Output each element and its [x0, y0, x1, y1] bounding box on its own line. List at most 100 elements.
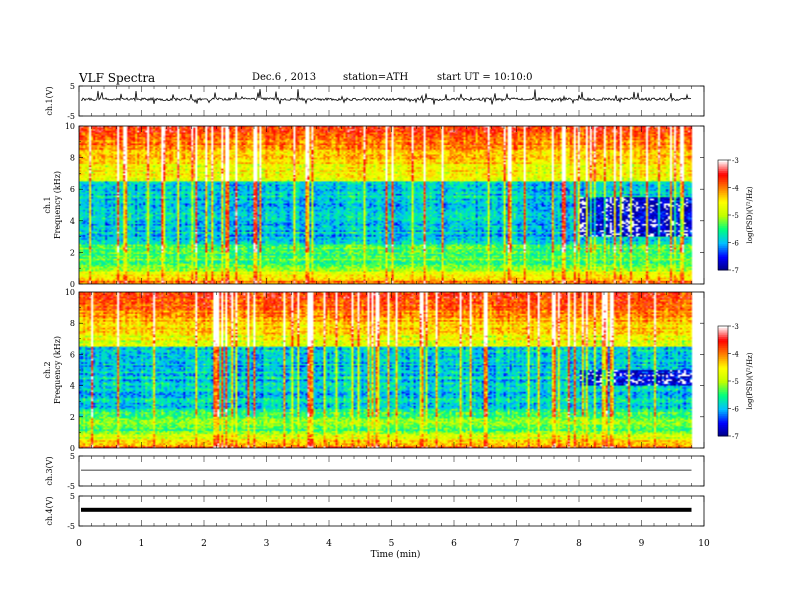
colorbar-cell: [718, 415, 728, 419]
colorbar-cell: [718, 160, 728, 163]
y-tick-label: 5: [70, 452, 75, 461]
colorbar-cell: [718, 375, 728, 378]
colorbar-cell: [718, 390, 728, 393]
colorbar-cell: [718, 360, 728, 364]
colorbar-cell: [718, 238, 728, 242]
y-tick-label: 6: [70, 350, 75, 359]
colorbar-cell: [718, 430, 728, 433]
colorbar-tick-label: -3: [732, 157, 739, 165]
colorbar-cell: [718, 349, 728, 353]
colorbar-ch1: [717, 159, 731, 271]
x-tick-label: 4: [326, 539, 332, 549]
colorbar-cell: [718, 346, 728, 349]
colorbar-cell: [718, 412, 728, 415]
y-tick-label: -5: [67, 522, 75, 531]
colorbar-cell: [718, 379, 728, 382]
colorbar-cell: [718, 167, 728, 170]
colorbar-cell: [718, 403, 728, 406]
colorbar-cell: [718, 362, 728, 365]
colorbar-label: log(PSD)(V²/Hz): [746, 186, 754, 243]
colorbar-cell: [718, 255, 728, 258]
colorbar-cell: [718, 213, 728, 216]
colorbar-cell: [718, 240, 728, 243]
colorbar-cell: [718, 211, 728, 214]
colorbar-cell: [718, 222, 728, 225]
colorbar-cell: [718, 194, 728, 198]
colorbar-cell: [718, 249, 728, 253]
colorbar-cell: [718, 183, 728, 187]
colorbar-cell: [718, 180, 728, 183]
colorbar-tick-label: -4: [732, 185, 739, 193]
x-tick-label: 5: [389, 539, 395, 549]
x-tick-label: 6: [451, 539, 457, 549]
colorbar-cell: [718, 421, 728, 424]
colorbar-tick-label: -4: [732, 351, 739, 359]
colorbar-cell: [718, 371, 728, 375]
colorbar-cell: [718, 386, 728, 389]
colorbar-cell: [718, 326, 728, 329]
colorbar-cell: [718, 401, 728, 404]
colorbar-cell: [718, 337, 728, 340]
colorbar-cell: [718, 169, 728, 172]
colorbar-cell: [718, 200, 728, 203]
colorbar-cell: [718, 220, 728, 223]
colorbar-cell: [718, 419, 728, 422]
colorbar-cell: [718, 432, 728, 435]
colorbar-cell: [718, 171, 728, 174]
colorbar-cell: [718, 242, 728, 245]
colorbar-cell: [718, 417, 728, 420]
colorbar-cell: [718, 224, 728, 227]
colorbar-cell: [718, 264, 728, 267]
colorbar-cell: [718, 335, 728, 338]
colorbar-cell: [718, 342, 728, 345]
colorbar-cell: [718, 364, 728, 367]
colorbar-cell: [718, 340, 728, 343]
x-tick-label: 9: [639, 539, 645, 549]
waveform-4: [81, 507, 692, 512]
date-label: Dec.6 , 2013: [252, 72, 317, 83]
colorbar-cell: [718, 268, 728, 271]
x-tick-label: 10: [698, 539, 710, 549]
colorbar-cell: [718, 414, 728, 417]
colorbar-cell: [718, 202, 728, 205]
colorbar-cell: [718, 233, 728, 236]
waveform-0: [80, 89, 692, 105]
colorbar-tick-label: -3: [732, 323, 739, 331]
colorbar-cell: [718, 410, 728, 413]
y-tick-label: 4: [70, 217, 75, 226]
colorbar-cell: [718, 370, 728, 373]
x-tick-label: 1: [139, 539, 145, 549]
colorbar-cell: [718, 226, 728, 229]
y-tick-label: 2: [70, 248, 75, 257]
y-tick-label: 5: [70, 82, 75, 91]
colorbar-cell: [718, 198, 728, 201]
colorbar-cell: [718, 331, 728, 334]
colorbar-cell: [718, 163, 728, 166]
colorbar-tick-label: -5: [732, 378, 739, 386]
colorbar-cell: [718, 187, 728, 190]
colorbar-cell: [718, 178, 728, 181]
colorbar-cell: [718, 182, 728, 185]
colorbar-cell: [718, 377, 728, 380]
colorbar-cell: [718, 235, 728, 238]
colorbar-cell: [718, 161, 728, 165]
colorbar-cell: [718, 425, 728, 428]
colorbar-cell: [718, 185, 728, 188]
y-axis-label-frequency: Frequency (kHz): [53, 336, 62, 404]
colorbar-cell: [718, 237, 728, 240]
colorbar-cell: [718, 329, 728, 332]
x-axis-label: Time (min): [371, 549, 421, 560]
colorbar-cell: [718, 373, 728, 376]
colorbar-cell: [718, 393, 728, 397]
colorbar-cell: [718, 253, 728, 256]
colorbar-cell: [718, 355, 728, 358]
colorbar-cell: [718, 193, 728, 196]
colorbar-cell: [718, 338, 728, 342]
x-tick-label: 3: [264, 539, 270, 549]
colorbar-cell: [718, 257, 728, 260]
colorbar-cell: [718, 215, 728, 218]
y-axis-label-frequency: Frequency (kHz): [53, 171, 62, 239]
colorbar-cell: [718, 353, 728, 356]
colorbar-cell: [718, 174, 728, 177]
